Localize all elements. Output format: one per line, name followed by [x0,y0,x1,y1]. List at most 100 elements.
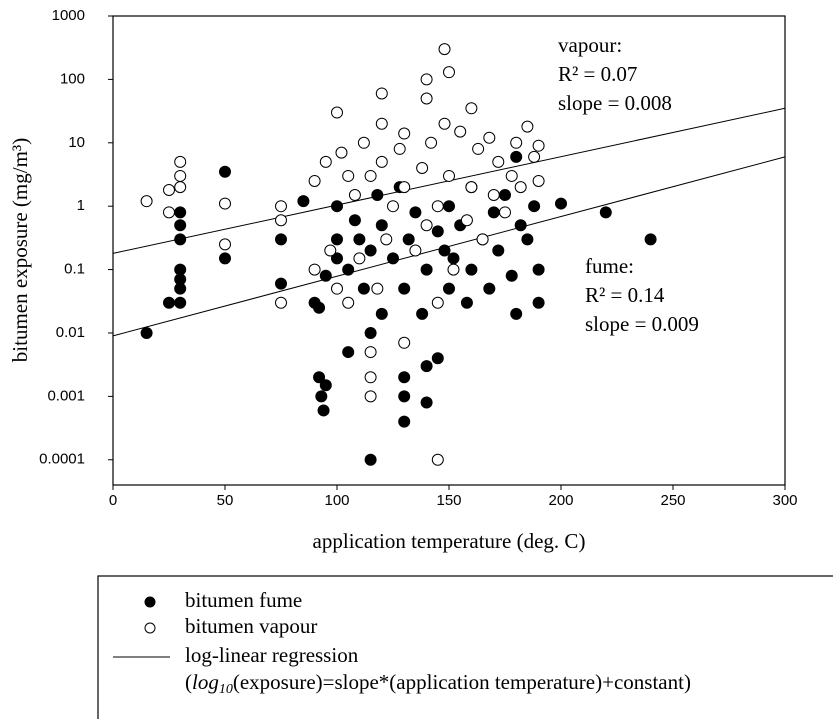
data-point [460,214,473,227]
data-point [438,244,451,257]
data-point [416,307,429,320]
data-point [140,326,153,339]
y-tick-label: 10 [68,134,85,151]
data-point [443,169,455,182]
data-point [521,233,534,246]
data-point [431,200,444,213]
data-point [398,127,411,140]
data-point [409,244,422,257]
data-point [342,346,355,359]
data-point [174,233,187,246]
data-point [387,252,399,265]
x-tick-label: 200 [548,492,573,509]
legend-marker [144,596,156,608]
data-point [375,219,388,232]
legend-label: bitumen fume [185,588,302,612]
data-point [393,142,406,155]
data-point [275,200,287,213]
data-point [398,371,411,384]
data-point [425,136,438,149]
x-axis-label: application temperature (deg. C) [313,529,586,553]
data-point [420,219,433,232]
data-point [514,181,527,194]
data-point [364,453,377,466]
data-point [375,117,388,130]
data-point [174,263,187,276]
data-point [510,307,523,320]
data-point [319,269,332,282]
data-point [398,336,411,349]
data-point [420,92,433,105]
data-point [297,195,310,208]
x-tick-label: 300 [772,492,797,509]
data-point [443,200,455,213]
data-point [348,214,361,227]
regression-line [112,156,786,337]
annotation: fume: [585,254,634,278]
data-point [398,181,411,194]
data-point [465,181,478,194]
data-point [398,282,411,295]
data-point [219,165,231,178]
data-point [443,66,455,79]
data-point [364,244,377,257]
annotation: slope = 0.008 [558,91,672,115]
data-point [431,453,444,466]
data-point [371,282,384,295]
formula-part: ( [185,670,192,694]
y-axis-label: bitumen exposure (mg/m³) [8,138,32,362]
legend-marker [144,622,156,634]
data-point [163,184,175,197]
data-point [275,296,287,309]
data-point [219,252,231,265]
data-point [308,174,321,187]
data-point [454,125,467,138]
y-tick-label: 1 [77,197,85,214]
y-tick-label: 0.1 [64,261,85,278]
legend-label: bitumen vapour [185,614,317,638]
data-point [174,296,187,309]
data-point [275,233,287,246]
data-point [487,189,500,202]
data-point [431,296,444,309]
data-point [342,296,355,309]
legend-label: log-linear regression [185,643,359,667]
data-point [431,352,444,365]
data-point [375,87,388,100]
data-point [219,197,231,210]
data-point [380,233,393,246]
data-point [315,390,328,403]
data-point [402,233,415,246]
legend-formula: (log10(exposure)=slope*(application temp… [185,670,691,697]
data-point [555,197,567,210]
data-point [331,252,343,265]
data-point [342,263,355,276]
data-point [510,136,523,149]
data-point [398,390,411,403]
data-point [460,296,473,309]
data-point [532,296,545,309]
x-tick-label: 100 [324,492,349,509]
x-tick-label: 0 [109,492,117,509]
data-point [353,252,366,265]
formula-part: 10 [219,682,233,697]
annotation: vapour: [558,33,622,57]
data-point [357,136,370,149]
data-point [644,233,657,246]
data-point [483,131,496,144]
data-point [443,282,455,295]
data-point [163,206,175,219]
data-point [375,155,388,168]
data-point [532,263,545,276]
data-point [472,142,485,155]
data-point [465,263,478,276]
data-point [140,195,153,208]
data-point [313,371,326,384]
y-tick-label: 0.01 [56,324,85,341]
y-tick-label: 0.001 [47,387,85,404]
data-point [319,155,332,168]
formula-part: (exposure)=slope*(application temperatur… [233,670,691,694]
data-point [375,307,388,320]
data-point [420,263,433,276]
